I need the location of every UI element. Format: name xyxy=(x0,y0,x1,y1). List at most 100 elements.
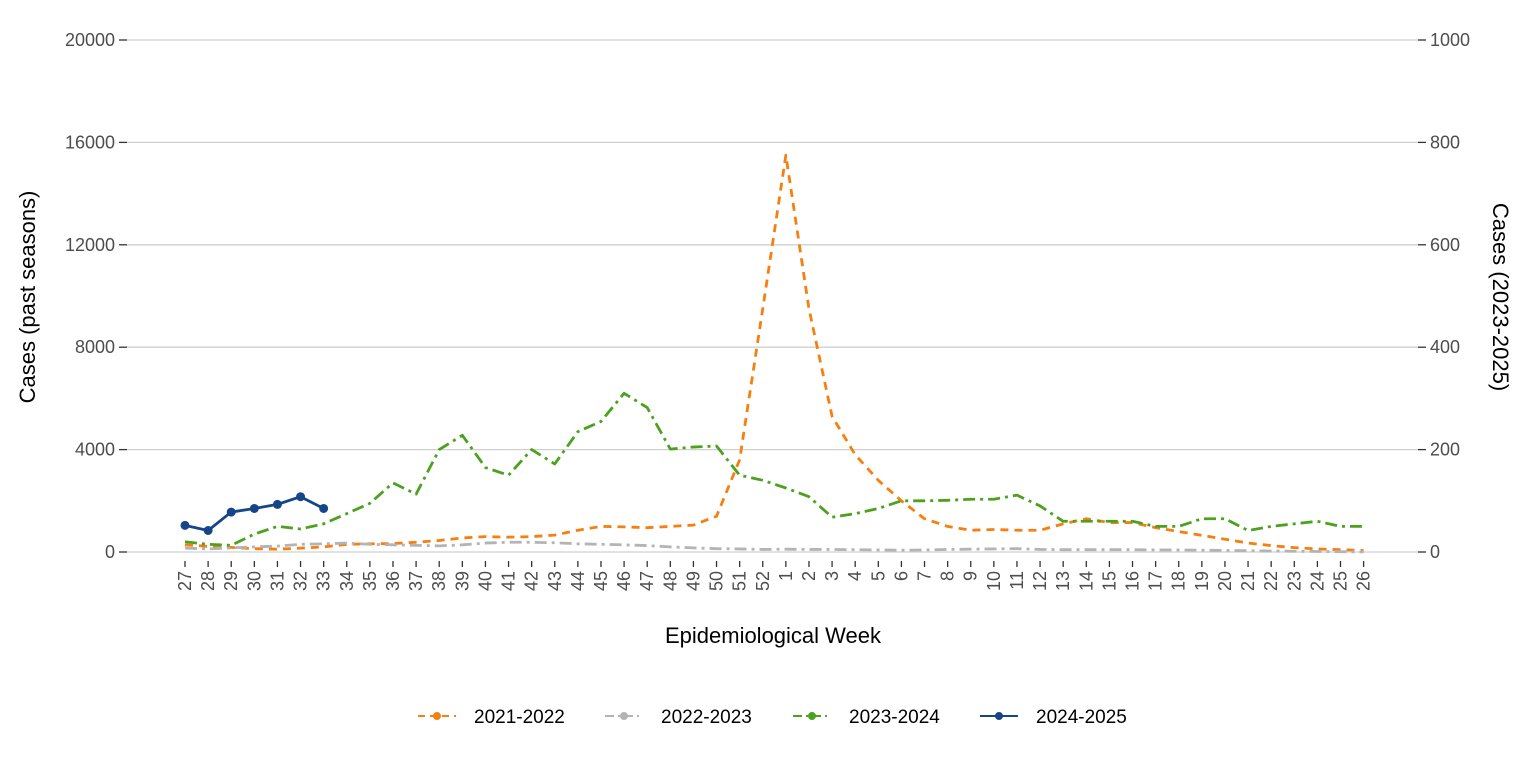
series-2022-2023 xyxy=(184,540,1364,554)
x-tick-label: 22 xyxy=(1261,571,1281,591)
left-y-tick-label: 16000 xyxy=(65,132,115,152)
series-2024-2025 xyxy=(180,492,329,535)
x-tick-label: 3 xyxy=(822,571,842,581)
right-y-axis: 0 200 400 600 800 1000 xyxy=(1418,30,1470,562)
x-tick-label: 19 xyxy=(1192,571,1212,591)
x-tick-label: 7 xyxy=(915,571,935,581)
legend-key-marker xyxy=(808,712,816,720)
x-tick-label: 20 xyxy=(1215,571,1235,591)
right-y-tick-label: 800 xyxy=(1430,132,1460,152)
right-y-tick-label: 600 xyxy=(1430,235,1460,255)
x-tick-label: 9 xyxy=(961,571,981,581)
data-point xyxy=(180,520,190,530)
x-tick-label: 32 xyxy=(291,571,311,591)
x-tick-label: 26 xyxy=(1354,571,1374,591)
x-tick-label: 25 xyxy=(1331,571,1351,591)
legend-label: 2021-2022 xyxy=(474,707,565,728)
x-tick-label: 33 xyxy=(314,571,334,591)
x-tick-label: 39 xyxy=(452,571,472,591)
data-point xyxy=(203,525,213,535)
left-y-tick-label: 0 xyxy=(105,542,115,562)
legend-item: 2021-2022 xyxy=(418,707,565,728)
data-point xyxy=(319,503,329,513)
data-point xyxy=(249,503,259,513)
x-tick-label: 16 xyxy=(1123,571,1143,591)
right-y-tick-label: 0 xyxy=(1430,542,1440,562)
legend-key-marker xyxy=(995,712,1003,720)
x-tick-label: 30 xyxy=(244,571,264,591)
x-tick-label: 1 xyxy=(776,571,796,581)
left-y-tick-label: 12000 xyxy=(65,235,115,255)
x-tick-label: 48 xyxy=(660,571,680,591)
legend-label: 2023-2024 xyxy=(849,707,940,728)
legend-item: 2023-2024 xyxy=(793,707,940,728)
x-tick-label: 45 xyxy=(591,571,611,591)
series-2023-2024 xyxy=(184,391,1364,547)
x-tick-label: 29 xyxy=(221,571,241,591)
right-y-axis-title: Cases (2023-2025) xyxy=(1488,203,1513,391)
x-tick-label: 6 xyxy=(891,571,911,581)
legend-item: 2022-2023 xyxy=(605,707,752,728)
right-y-tick-label: 1000 xyxy=(1430,30,1470,50)
x-axis-title: Epidemiological Week xyxy=(665,623,882,648)
left-y-tick-label: 8000 xyxy=(75,337,115,357)
x-tick-label: 47 xyxy=(637,571,657,591)
x-tick-label: 35 xyxy=(360,571,380,591)
data-point xyxy=(296,492,306,502)
x-tick-label: 15 xyxy=(1099,571,1119,591)
x-tick-label: 37 xyxy=(406,571,426,591)
legend-label: 2024-2025 xyxy=(1036,707,1127,728)
x-tick-label: 13 xyxy=(1053,571,1073,591)
x-tick-label: 28 xyxy=(198,571,218,591)
x-tick-label: 18 xyxy=(1169,571,1189,591)
series-line xyxy=(184,495,325,532)
x-tick-label: 14 xyxy=(1076,571,1096,591)
legend-item: 2024-2025 xyxy=(980,707,1127,728)
data-point xyxy=(272,499,282,509)
x-tick-label: 23 xyxy=(1284,571,1304,591)
legend-key-marker xyxy=(433,712,441,720)
x-tick-label: 8 xyxy=(938,571,958,581)
x-tick-label: 4 xyxy=(845,571,865,581)
x-tick-label: 50 xyxy=(707,571,727,591)
x-axis: 27 28 29 30 31 32 33 34 35 36 37 38 39 40 41 42 43 44 45 46… xyxy=(175,561,1374,591)
x-tick-label: 44 xyxy=(568,571,588,591)
x-tick-label: 27 xyxy=(175,571,195,591)
x-tick-label: 36 xyxy=(383,571,403,591)
x-tick-label: 52 xyxy=(753,571,773,591)
x-tick-label: 5 xyxy=(868,571,888,581)
x-tick-label: 34 xyxy=(337,571,357,591)
series-line xyxy=(184,391,1364,547)
x-tick-label: 11 xyxy=(1007,571,1027,590)
x-tick-label: 46 xyxy=(614,571,634,591)
left-y-axis-title: Cases (past seasons) xyxy=(15,191,40,404)
x-tick-label: 42 xyxy=(522,571,542,591)
x-tick-label: 49 xyxy=(683,571,703,591)
x-tick-label: 12 xyxy=(1030,571,1050,591)
left-y-tick-label: 4000 xyxy=(75,440,115,460)
legend-label: 2022-2023 xyxy=(661,707,752,728)
x-tick-label: 21 xyxy=(1238,571,1258,591)
x-tick-label: 10 xyxy=(984,571,1004,591)
x-tick-label: 51 xyxy=(730,571,750,591)
x-tick-label: 24 xyxy=(1307,571,1327,591)
series-2021-2022 xyxy=(184,153,1364,552)
gridlines xyxy=(127,39,1418,553)
right-y-tick-label: 200 xyxy=(1430,440,1460,460)
x-tick-label: 43 xyxy=(545,571,565,591)
x-tick-label: 2 xyxy=(799,571,819,581)
x-tick-label: 41 xyxy=(499,571,519,591)
series-layer xyxy=(180,153,1364,554)
right-y-tick-label: 400 xyxy=(1430,337,1460,357)
data-point xyxy=(226,507,236,517)
x-tick-label: 38 xyxy=(429,571,449,591)
series-line xyxy=(184,153,1364,552)
x-tick-label: 17 xyxy=(1146,571,1166,591)
left-y-tick-label: 20000 xyxy=(65,30,115,50)
legend-key-marker xyxy=(620,712,628,720)
x-tick-label: 40 xyxy=(475,571,495,591)
left-y-axis: 0 4000 8000 12000 16000 20000 xyxy=(65,30,127,562)
series-line xyxy=(184,540,1364,554)
x-tick-label: 31 xyxy=(267,571,287,591)
